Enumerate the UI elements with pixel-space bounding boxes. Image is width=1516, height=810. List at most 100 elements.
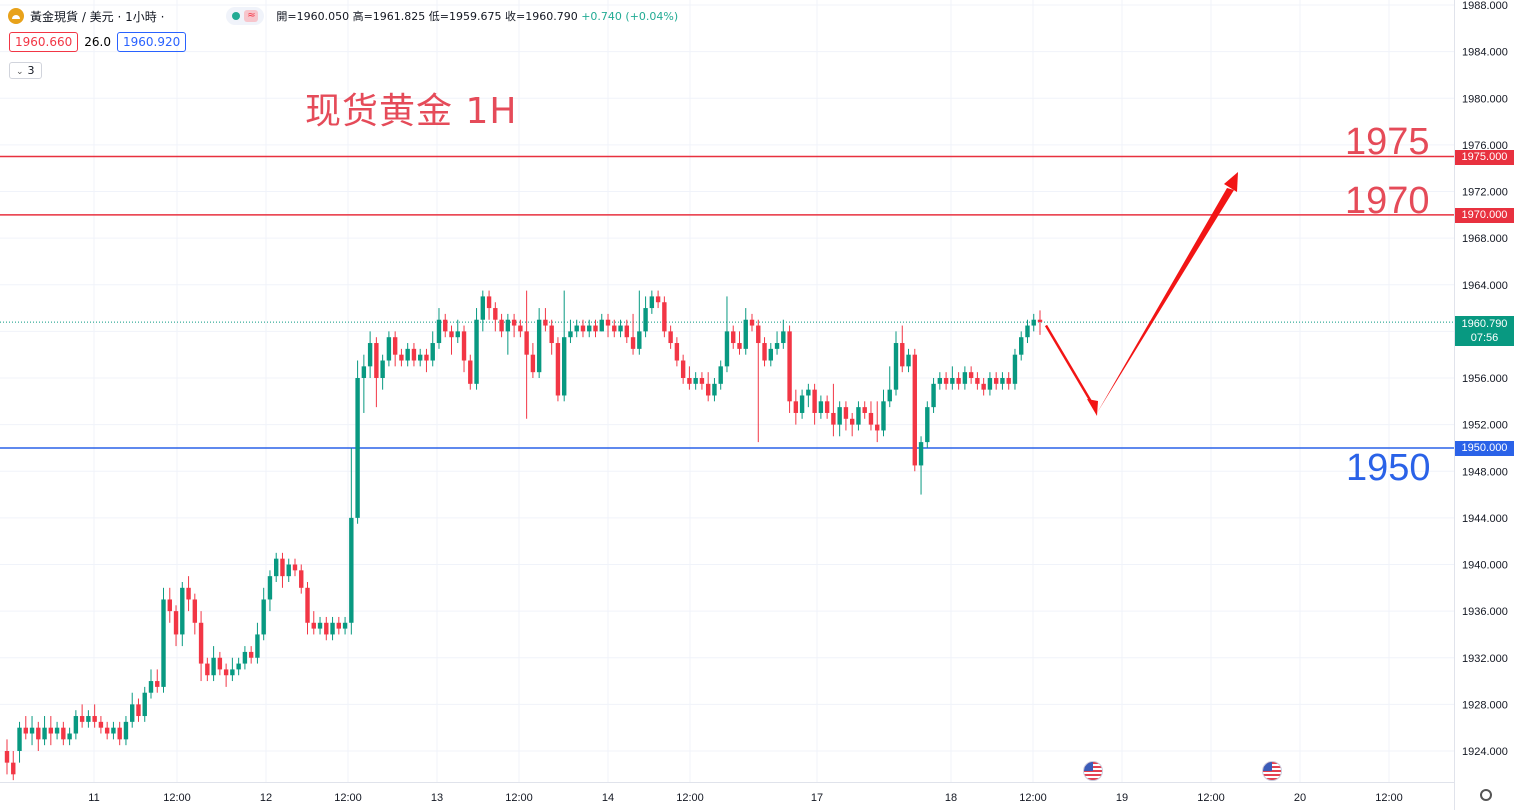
- time-tick-label: 13: [431, 792, 443, 804]
- price-tick-label: 1968.000: [1462, 233, 1508, 245]
- candle-body: [555, 343, 561, 396]
- candle-body: [925, 407, 930, 443]
- candle-body: [455, 331, 460, 338]
- annotation-title: 现货黄金 1H: [305, 91, 518, 132]
- level-label-1950: 1950: [1346, 447, 1431, 489]
- time-tick-label: 12:00: [1375, 792, 1403, 804]
- candle-body: [568, 331, 573, 338]
- candle-body: [1037, 319, 1043, 323]
- candle-body: [887, 389, 892, 402]
- candle-body: [655, 296, 661, 303]
- candle-body: [618, 325, 623, 332]
- candle-body: [799, 395, 805, 413]
- time-tick-label: 12:00: [1197, 792, 1225, 804]
- candles: [4, 290, 1043, 781]
- candle-body: [486, 296, 492, 309]
- candle-body: [280, 558, 285, 577]
- candle-body: [774, 343, 780, 349]
- candle-body: [843, 407, 849, 419]
- candle-body: [806, 389, 811, 396]
- ohlc-close: 收=1960.790: [505, 10, 578, 23]
- candle-body: [361, 366, 367, 378]
- candle-body: [987, 378, 993, 390]
- status-pill[interactable]: ≈: [226, 7, 265, 25]
- projection-arrow: [1044, 172, 1238, 416]
- candle-body: [762, 343, 767, 361]
- time-axis[interactable]: 11 12:00 12 12:00 13 12:00 14 12:00 17 18 12:00 19 1…: [88, 792, 1402, 804]
- candle-body: [17, 727, 22, 751]
- symbol-title[interactable]: 黃金現貨 / 美元 · 1小時 ·: [30, 9, 165, 24]
- candle-body: [98, 721, 104, 728]
- chart-header: 黃金現貨 / 美元 · 1小時 · ≈ 開=1960.050 高=1961.82…: [8, 6, 678, 26]
- candle-body: [405, 348, 410, 361]
- candle-body: [875, 424, 880, 431]
- candle-body: [768, 348, 773, 361]
- projection-arrowhead-down: [1087, 398, 1098, 416]
- us-flag-icon[interactable]: [1083, 761, 1103, 781]
- candle-body: [292, 564, 298, 571]
- candle-body: [937, 378, 943, 384]
- settings-gear-icon[interactable]: [1480, 789, 1492, 801]
- price-tick-label: 1964.000: [1462, 280, 1508, 292]
- indicators-toggle[interactable]: ⌄ 3: [9, 62, 42, 79]
- candle-body: [461, 331, 467, 361]
- candle-body: [186, 587, 191, 600]
- price-tick-label: 1988.000: [1462, 0, 1508, 12]
- level-label-1970: 1970: [1345, 180, 1430, 222]
- price-axis[interactable]: 1924.000 1928.000 1932.000 1936.000 1940.000…: [1462, 0, 1508, 758]
- candle-body: [86, 716, 91, 722]
- us-flag-icon[interactable]: [1262, 761, 1282, 781]
- candle-body: [11, 762, 16, 775]
- candle-body: [424, 354, 429, 361]
- candle-body: [518, 325, 523, 332]
- candle-body: [756, 325, 761, 344]
- candle-body: [643, 308, 648, 332]
- candle-body: [731, 331, 736, 344]
- price-tick-label: 1944.000: [1462, 513, 1508, 525]
- axis-tag-1970: 1970.000: [1455, 208, 1514, 223]
- sell-price-button[interactable]: 1960.660: [9, 32, 79, 52]
- candle-body: [856, 407, 861, 425]
- candle-body: [386, 337, 392, 361]
- candle-body: [92, 716, 97, 722]
- candle-body: [411, 348, 417, 361]
- time-tick-label: 14: [602, 792, 614, 804]
- candle-body: [192, 599, 198, 623]
- candle-body: [712, 383, 717, 396]
- countdown-value: 07:56: [1470, 332, 1499, 344]
- candle-body: [593, 325, 598, 332]
- time-tick-label: 20: [1294, 792, 1306, 804]
- candle-body: [42, 727, 47, 740]
- time-tick-label: 12:00: [163, 792, 191, 804]
- projection-arrowhead-up: [1224, 172, 1238, 193]
- candle-body: [248, 651, 254, 658]
- time-tick-label: 19: [1116, 792, 1128, 804]
- candle-body: [630, 337, 636, 349]
- candle-body: [374, 343, 379, 378]
- candle-body: [543, 319, 548, 326]
- candle-body: [468, 360, 473, 384]
- price-tick-label: 1972.000: [1462, 187, 1508, 199]
- candle-body: [931, 383, 936, 408]
- candle-body: [311, 622, 316, 629]
- candle-body: [968, 372, 974, 378]
- time-tick-label: 18: [945, 792, 957, 804]
- candle-body: [418, 354, 423, 361]
- indicator-count: 3: [27, 64, 35, 77]
- candle-body: [1019, 337, 1024, 355]
- time-tick-label: 12:00: [334, 792, 362, 804]
- status-dot-icon: [232, 12, 241, 20]
- candle-body: [1025, 325, 1030, 338]
- candle-body: [574, 325, 579, 332]
- buy-price-button[interactable]: 1960.920: [116, 32, 187, 52]
- price-tick-label: 1924.000: [1462, 746, 1508, 758]
- last-price-tag: 1960.790 07:56: [1455, 316, 1514, 346]
- candle-body: [474, 319, 479, 384]
- candle-body: [430, 343, 435, 361]
- candle-body: [205, 663, 210, 676]
- price-tick-label: 1940.000: [1462, 560, 1508, 572]
- candle-body: [637, 331, 642, 349]
- ohlc-change: +0.740 (+0.04%): [581, 10, 679, 23]
- candle-body: [950, 378, 955, 384]
